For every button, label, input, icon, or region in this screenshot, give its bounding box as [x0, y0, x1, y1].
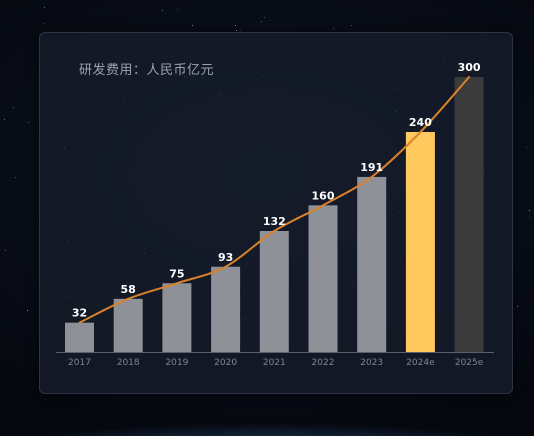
data-label-2018: 58	[121, 283, 136, 296]
data-label-2021: 132	[263, 215, 286, 228]
x-tick-2019: 2019	[165, 358, 188, 368]
data-label-2020: 93	[218, 251, 233, 264]
bar-2020	[211, 266, 241, 352]
x-tick-2018: 2018	[117, 358, 140, 368]
bar-2025e	[454, 77, 484, 352]
data-label-2017: 32	[72, 307, 87, 320]
bar-2017	[65, 322, 94, 352]
x-tick-2021: 2021	[263, 358, 286, 368]
x-tick-2023: 2023	[360, 358, 383, 368]
x-tick-2022: 2022	[312, 358, 335, 368]
bar-2018	[113, 298, 143, 352]
bar-2019	[162, 283, 192, 352]
x-tick-2024e: 2024e	[406, 358, 435, 368]
data-label-2023: 191	[360, 161, 383, 174]
chart-title: 研发费用：人民币亿元	[79, 63, 215, 78]
bar-2024e	[405, 132, 435, 352]
bar-2021	[259, 231, 289, 352]
data-label-2025e: 300	[458, 61, 481, 74]
bar-2023	[357, 176, 387, 352]
data-label-2024e: 240	[409, 116, 432, 129]
x-tick-2020: 2020	[214, 358, 237, 368]
data-label-2019: 75	[169, 267, 184, 280]
trend-line	[78, 76, 471, 324]
bar-2022	[308, 205, 338, 352]
x-tick-2025e: 2025e	[455, 358, 484, 368]
x-tick-2017: 2017	[68, 358, 91, 368]
data-label-2022: 160	[312, 189, 335, 202]
